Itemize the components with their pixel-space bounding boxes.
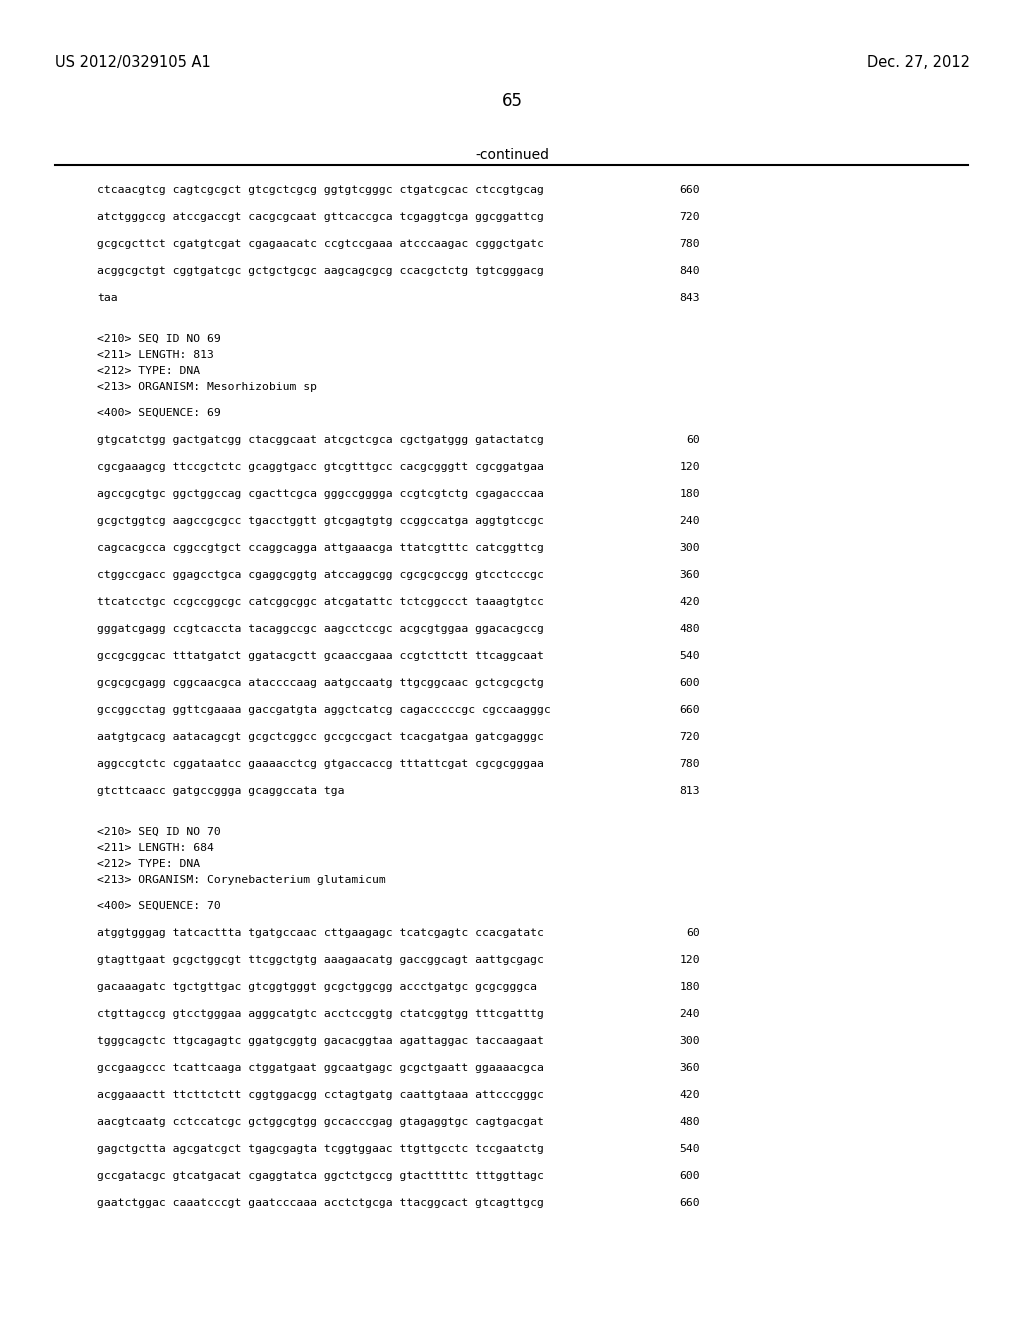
Text: 600: 600: [679, 1171, 700, 1181]
Text: gcgcgcttct cgatgtcgat cgagaacatc ccgtccgaaa atcccaagac cgggctgatc: gcgcgcttct cgatgtcgat cgagaacatc ccgtccg…: [97, 239, 544, 249]
Text: Dec. 27, 2012: Dec. 27, 2012: [867, 55, 970, 70]
Text: ctcaacgtcg cagtcgcgct gtcgctcgcg ggtgtcgggc ctgatcgcac ctccgtgcag: ctcaacgtcg cagtcgcgct gtcgctcgcg ggtgtcg…: [97, 185, 544, 195]
Text: 65: 65: [502, 92, 522, 110]
Text: gtagttgaat gcgctggcgt ttcggctgtg aaagaacatg gaccggcagt aattgcgagc: gtagttgaat gcgctggcgt ttcggctgtg aaagaac…: [97, 954, 544, 965]
Text: gtgcatctgg gactgatcgg ctacggcaat atcgctcgca cgctgatggg gatactatcg: gtgcatctgg gactgatcgg ctacggcaat atcgctc…: [97, 436, 544, 445]
Text: gggatcgagg ccgtcaccta tacaggccgc aagcctccgc acgcgtggaa ggacacgccg: gggatcgagg ccgtcaccta tacaggccgc aagcctc…: [97, 624, 544, 634]
Text: gccgcggcac tttatgatct ggatacgctt gcaaccgaaa ccgtcttctt ttcaggcaat: gccgcggcac tttatgatct ggatacgctt gcaaccg…: [97, 651, 544, 661]
Text: atctgggccg atccgaccgt cacgcgcaat gttcaccgca tcgaggtcga ggcggattcg: atctgggccg atccgaccgt cacgcgcaat gttcacc…: [97, 213, 544, 222]
Text: gaatctggac caaatcccgt gaatcccaaa acctctgcga ttacggcact gtcagttgcg: gaatctggac caaatcccgt gaatcccaaa acctctg…: [97, 1199, 544, 1208]
Text: cgcgaaagcg ttccgctctc gcaggtgacc gtcgtttgcc cacgcgggtt cgcggatgaa: cgcgaaagcg ttccgctctc gcaggtgacc gtcgttt…: [97, 462, 544, 473]
Text: 120: 120: [679, 462, 700, 473]
Text: 540: 540: [679, 651, 700, 661]
Text: 840: 840: [679, 267, 700, 276]
Text: aggccgtctc cggataatcc gaaaacctcg gtgaccaccg tttattcgat cgcgcgggaa: aggccgtctc cggataatcc gaaaacctcg gtgacca…: [97, 759, 544, 770]
Text: 360: 360: [679, 1063, 700, 1073]
Text: agccgcgtgc ggctggccag cgacttcgca gggccgggga ccgtcgtctg cgagacccaa: agccgcgtgc ggctggccag cgacttcgca gggccgg…: [97, 488, 544, 499]
Text: gtcttcaacc gatgccggga gcaggccata tga: gtcttcaacc gatgccggga gcaggccata tga: [97, 785, 344, 796]
Text: <400> SEQUENCE: 69: <400> SEQUENCE: 69: [97, 408, 221, 418]
Text: taa: taa: [97, 293, 118, 304]
Text: gccggcctag ggttcgaaaa gaccgatgta aggctcatcg cagacccccgc cgccaagggc: gccggcctag ggttcgaaaa gaccgatgta aggctca…: [97, 705, 551, 715]
Text: 60: 60: [686, 928, 700, 939]
Text: 600: 600: [679, 678, 700, 688]
Text: US 2012/0329105 A1: US 2012/0329105 A1: [55, 55, 211, 70]
Text: 540: 540: [679, 1144, 700, 1154]
Text: 420: 420: [679, 597, 700, 607]
Text: 60: 60: [686, 436, 700, 445]
Text: 240: 240: [679, 516, 700, 525]
Text: ctgttagccg gtcctgggaa agggcatgtc acctccggtg ctatcggtgg tttcgatttg: ctgttagccg gtcctgggaa agggcatgtc acctccg…: [97, 1008, 544, 1019]
Text: tgggcagctc ttgcagagtc ggatgcggtg gacacggtaa agattaggac taccaagaat: tgggcagctc ttgcagagtc ggatgcggtg gacacgg…: [97, 1036, 544, 1045]
Text: 420: 420: [679, 1090, 700, 1100]
Text: <210> SEQ ID NO 69: <210> SEQ ID NO 69: [97, 334, 221, 345]
Text: <212> TYPE: DNA: <212> TYPE: DNA: [97, 366, 200, 376]
Text: 180: 180: [679, 488, 700, 499]
Text: 120: 120: [679, 954, 700, 965]
Text: -continued: -continued: [475, 148, 549, 162]
Text: 360: 360: [679, 570, 700, 579]
Text: acggaaactt ttcttctctt cggtggacgg cctagtgatg caattgtaaa attcccgggc: acggaaactt ttcttctctt cggtggacgg cctagtg…: [97, 1090, 544, 1100]
Text: 240: 240: [679, 1008, 700, 1019]
Text: acggcgctgt cggtgatcgc gctgctgcgc aagcagcgcg ccacgctctg tgtcgggacg: acggcgctgt cggtgatcgc gctgctgcgc aagcagc…: [97, 267, 544, 276]
Text: <212> TYPE: DNA: <212> TYPE: DNA: [97, 859, 200, 869]
Text: gcgctggtcg aagccgcgcc tgacctggtt gtcgagtgtg ccggccatga aggtgtccgc: gcgctggtcg aagccgcgcc tgacctggtt gtcgagt…: [97, 516, 544, 525]
Text: gacaaagatc tgctgttgac gtcggtgggt gcgctggcgg accctgatgc gcgcgggca: gacaaagatc tgctgttgac gtcggtgggt gcgctgg…: [97, 982, 537, 993]
Text: gcgcgcgagg cggcaacgca ataccccaag aatgccaatg ttgcggcaac gctcgcgctg: gcgcgcgagg cggcaacgca ataccccaag aatgcca…: [97, 678, 544, 688]
Text: gagctgctta agcgatcgct tgagcgagta tcggtggaac ttgttgcctc tccgaatctg: gagctgctta agcgatcgct tgagcgagta tcggtgg…: [97, 1144, 544, 1154]
Text: <213> ORGANISM: Corynebacterium glutamicum: <213> ORGANISM: Corynebacterium glutamic…: [97, 875, 386, 884]
Text: 660: 660: [679, 185, 700, 195]
Text: ctggccgacc ggagcctgca cgaggcggtg atccaggcgg cgcgcgccgg gtcctcccgc: ctggccgacc ggagcctgca cgaggcggtg atccagg…: [97, 570, 544, 579]
Text: atggtgggag tatcacttta tgatgccaac cttgaagagc tcatcgagtc ccacgatatc: atggtgggag tatcacttta tgatgccaac cttgaag…: [97, 928, 544, 939]
Text: <211> LENGTH: 813: <211> LENGTH: 813: [97, 350, 214, 360]
Text: 660: 660: [679, 705, 700, 715]
Text: gccgaagccc tcattcaaga ctggatgaat ggcaatgagc gcgctgaatt ggaaaacgca: gccgaagccc tcattcaaga ctggatgaat ggcaatg…: [97, 1063, 544, 1073]
Text: cagcacgcca cggccgtgct ccaggcagga attgaaacga ttatcgtttc catcggttcg: cagcacgcca cggccgtgct ccaggcagga attgaaa…: [97, 543, 544, 553]
Text: 300: 300: [679, 1036, 700, 1045]
Text: 660: 660: [679, 1199, 700, 1208]
Text: 780: 780: [679, 759, 700, 770]
Text: <400> SEQUENCE: 70: <400> SEQUENCE: 70: [97, 902, 221, 911]
Text: <213> ORGANISM: Mesorhizobium sp: <213> ORGANISM: Mesorhizobium sp: [97, 381, 317, 392]
Text: 720: 720: [679, 733, 700, 742]
Text: 813: 813: [679, 785, 700, 796]
Text: 300: 300: [679, 543, 700, 553]
Text: <210> SEQ ID NO 70: <210> SEQ ID NO 70: [97, 828, 221, 837]
Text: 843: 843: [679, 293, 700, 304]
Text: gccgatacgc gtcatgacat cgaggtatca ggctctgccg gtactttttc tttggttagc: gccgatacgc gtcatgacat cgaggtatca ggctctg…: [97, 1171, 544, 1181]
Text: aatgtgcacg aatacagcgt gcgctcggcc gccgccgact tcacgatgaa gatcgagggc: aatgtgcacg aatacagcgt gcgctcggcc gccgccg…: [97, 733, 544, 742]
Text: 480: 480: [679, 624, 700, 634]
Text: 480: 480: [679, 1117, 700, 1127]
Text: 180: 180: [679, 982, 700, 993]
Text: 780: 780: [679, 239, 700, 249]
Text: aacgtcaatg cctccatcgc gctggcgtgg gccacccgag gtagaggtgc cagtgacgat: aacgtcaatg cctccatcgc gctggcgtgg gccaccc…: [97, 1117, 544, 1127]
Text: 720: 720: [679, 213, 700, 222]
Text: <211> LENGTH: 684: <211> LENGTH: 684: [97, 843, 214, 853]
Text: ttcatcctgc ccgccggcgc catcggcggc atcgatattc tctcggccct taaagtgtcc: ttcatcctgc ccgccggcgc catcggcggc atcgata…: [97, 597, 544, 607]
